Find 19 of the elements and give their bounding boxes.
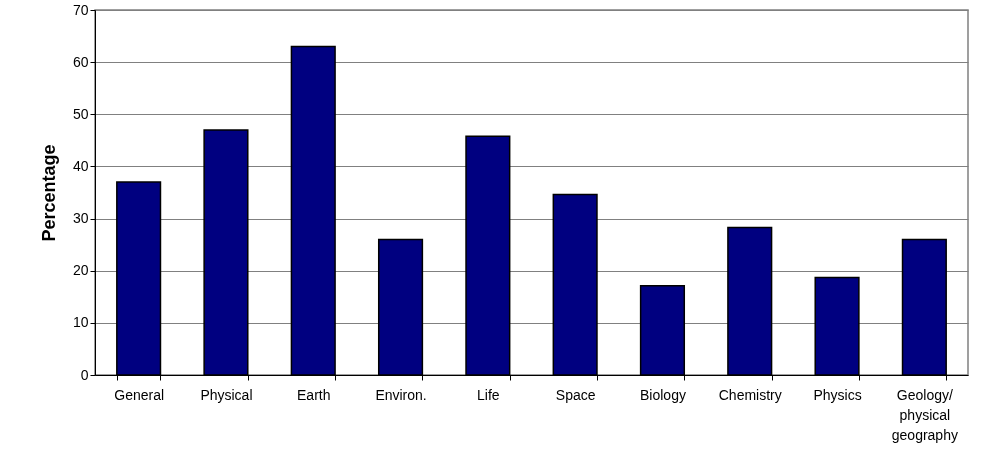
- y-tick-label: 10: [72, 314, 89, 331]
- y-tick-label: 20: [72, 262, 89, 279]
- x-tick-label: Biology: [639, 386, 686, 403]
- x-tick-label: Physical: [200, 386, 253, 403]
- x-tick-label: Space: [555, 386, 596, 403]
- x-tick-label: Physics: [813, 386, 862, 403]
- x-tick-label: Environ.: [375, 386, 427, 403]
- y-tick-label: 70: [72, 1, 89, 18]
- y-axis-title: Percentage: [38, 144, 59, 242]
- x-tick-label: Life: [477, 386, 500, 403]
- y-tick-label: 30: [72, 210, 89, 227]
- y-tick-label: 60: [72, 53, 89, 70]
- y-tick-label: 50: [72, 105, 89, 122]
- x-tick-label: Chemistry: [718, 386, 782, 403]
- y-tick-label: 40: [72, 157, 89, 174]
- x-tick-label: Earth: [297, 386, 331, 403]
- x-tick-label: Geology/ physical geography: [891, 386, 958, 443]
- x-tick-label: General: [114, 386, 165, 403]
- y-tick-label: 0: [80, 366, 89, 383]
